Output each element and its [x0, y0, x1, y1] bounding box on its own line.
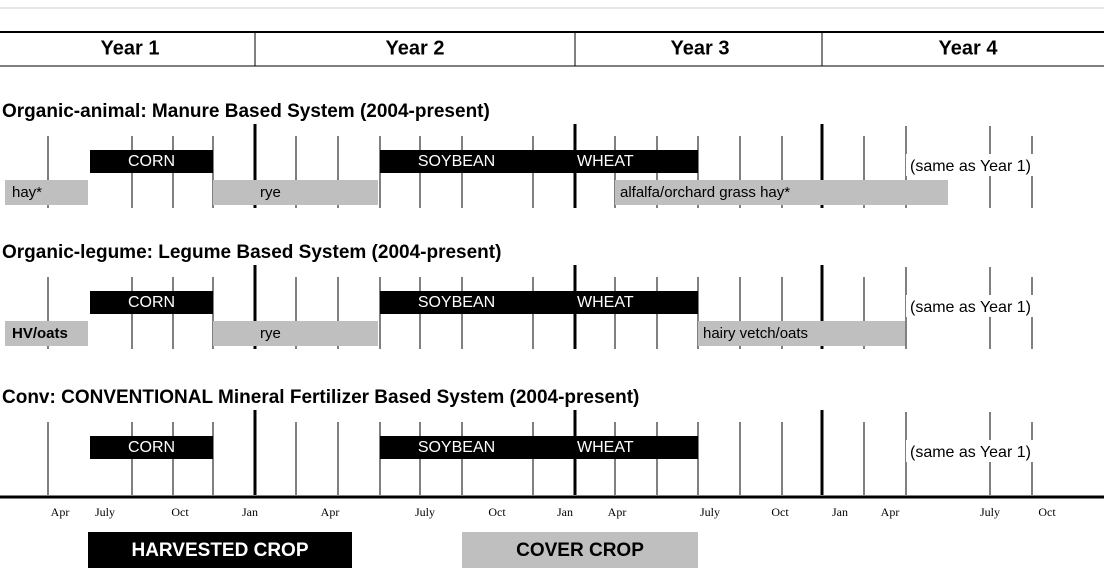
section-title: Organic-legume: Legume Based System (200…	[2, 242, 501, 263]
harvested-bar	[380, 291, 533, 314]
month-label: Apr	[881, 505, 900, 519]
note: (same as Year 1)	[910, 299, 1031, 316]
month-label: Oct	[171, 505, 189, 519]
cover-bar	[698, 321, 905, 346]
cover-label: rye	[260, 325, 281, 342]
month-label: Oct	[771, 505, 789, 519]
month-label: July	[95, 505, 115, 519]
month-label: July	[415, 505, 435, 519]
harvested-bar	[90, 291, 213, 314]
month-label: Jan	[242, 505, 258, 519]
cover-bar	[213, 321, 378, 346]
crop-label: WHEAT	[577, 294, 634, 311]
month-label: Oct	[488, 505, 506, 519]
cover-label: hay*	[12, 184, 42, 201]
harvested-bar	[380, 150, 533, 173]
harvested-bar	[380, 436, 533, 459]
legend-harvested: HARVESTED CROP	[131, 540, 308, 561]
month-label: Jan	[832, 505, 848, 519]
harvested-bar	[90, 436, 213, 459]
note: (same as Year 1)	[910, 444, 1031, 461]
note-bg	[906, 154, 1076, 176]
cover-bar	[5, 321, 88, 346]
month-label: Apr	[608, 505, 627, 519]
legend-cover-box	[462, 532, 698, 568]
month-label: Jan	[557, 505, 573, 519]
crop-label: SOYBEAN	[418, 153, 495, 170]
section-title: Organic-animal: Manure Based System (200…	[2, 101, 490, 122]
cover-bar	[615, 180, 948, 205]
month-label: Oct	[1038, 505, 1056, 519]
crop-label: SOYBEAN	[418, 439, 495, 456]
note: (same as Year 1)	[910, 158, 1031, 175]
crop-label: WHEAT	[577, 153, 634, 170]
note-bg	[906, 440, 1076, 462]
section-title: Conv: CONVENTIONAL Mineral Fertilizer Ba…	[2, 387, 639, 408]
month-label: July	[980, 505, 1000, 519]
crop-label: CORN	[128, 294, 175, 311]
harvested-bar	[533, 150, 698, 173]
harvested-bar	[90, 150, 213, 173]
crop-label: CORN	[128, 439, 175, 456]
harvested-bar	[533, 291, 698, 314]
legend-harvested-box	[88, 532, 352, 568]
cover-label: rye	[260, 184, 281, 201]
cover-label: HV/oats	[12, 325, 68, 342]
crop-label: WHEAT	[577, 439, 634, 456]
crop-label: SOYBEAN	[418, 294, 495, 311]
cover-bar	[5, 180, 88, 205]
note-bg	[906, 295, 1076, 317]
legend-cover: COVER CROP	[516, 540, 644, 561]
year-label: Year 2	[386, 37, 445, 59]
cover-bar	[213, 180, 378, 205]
year-label: Year 3	[671, 37, 730, 59]
harvested-bar	[533, 436, 698, 459]
crop-label: CORN	[128, 153, 175, 170]
month-label: July	[700, 505, 720, 519]
cover-label: hairy vetch/oats	[703, 325, 808, 342]
year-label: Year 4	[939, 37, 999, 59]
month-label: Apr	[321, 505, 340, 519]
month-label: Apr	[51, 505, 70, 519]
cover-label: alfalfa/orchard grass hay*	[620, 184, 790, 201]
year-label: Year 1	[101, 37, 160, 59]
